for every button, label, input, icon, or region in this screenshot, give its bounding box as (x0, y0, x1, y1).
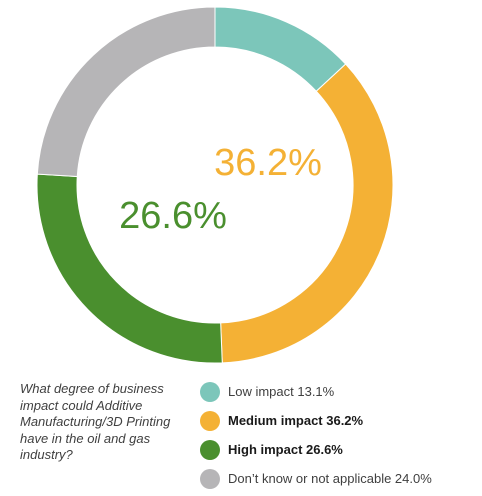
legend-label-low-impact: Low impact 13.1% (228, 384, 335, 399)
chart-legend: Low impact 13.1% Medium impact 36.2% Hig… (200, 377, 480, 493)
legend-swatch-medium-impact (200, 410, 220, 431)
legend-swatch-low-impact (200, 381, 220, 402)
slice-dont-know-or-not-applicable (36, 6, 216, 178)
callout-high-impact: 26.6% (119, 195, 227, 237)
donut-chart-svg: 36.2% 26.6% (36, 6, 394, 364)
legend-item-high-impact: High impact 26.6% (200, 435, 480, 464)
legend-label-high-impact: High impact 26.6% (228, 442, 343, 457)
legend-item-low-impact: Low impact 13.1% (200, 377, 480, 406)
slice-low-impact (214, 6, 347, 92)
legend-label-medium-impact: Medium impact 36.2% (228, 413, 364, 428)
legend-swatch-high-impact (200, 439, 220, 460)
legend-item-dont-know: Don’t know or not applicable 24.0% (200, 464, 480, 493)
legend-item-medium-impact: Medium impact 36.2% (200, 406, 480, 435)
legend-label-dont-know: Don’t know or not applicable 24.0% (228, 471, 432, 486)
callout-medium-impact: 36.2% (214, 142, 322, 184)
slice-medium-impact (220, 63, 394, 364)
legend-swatch-dont-know (200, 468, 220, 489)
chart-question: What degree of business impact could Add… (20, 381, 171, 462)
